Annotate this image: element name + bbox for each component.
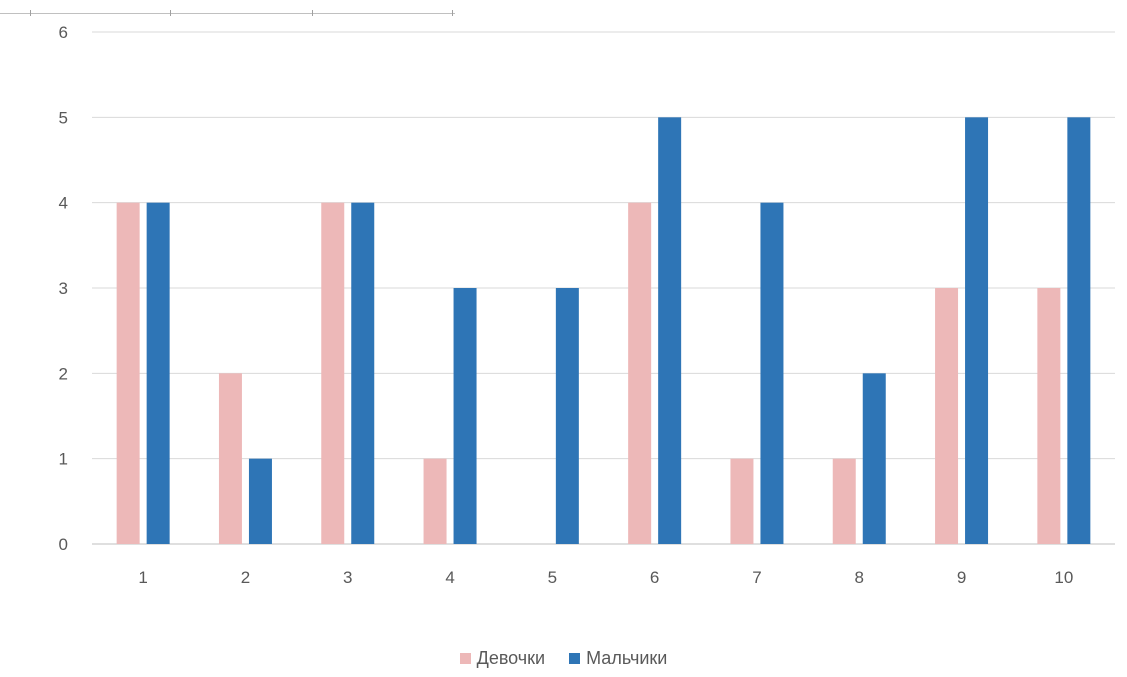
y-tick-label: 2 — [59, 364, 68, 383]
x-tick-label: 4 — [445, 568, 454, 587]
bar-boys-6 — [658, 117, 682, 544]
bar-girls-4 — [423, 458, 447, 544]
legend-label-boys: Мальчики — [586, 648, 668, 668]
x-tick-label: 3 — [343, 568, 352, 587]
bar-boys-7 — [760, 202, 784, 544]
x-tick-label: 8 — [855, 568, 864, 587]
legend: Девочки Мальчики — [0, 648, 1127, 669]
bar-girls-2 — [218, 373, 242, 544]
legend-item-boys: Мальчики — [569, 648, 667, 669]
x-axis-tick-labels: 1 2 3 4 5 6 7 8 9 10 — [138, 568, 1073, 587]
bar-girls-1 — [116, 202, 140, 544]
crop-artifact-tick — [30, 10, 31, 16]
crop-artifact-tick — [452, 10, 453, 16]
bar-boys-3 — [351, 202, 375, 544]
crop-artifact-tick — [312, 10, 313, 16]
legend-item-girls: Девочки — [459, 648, 546, 669]
x-tick-label: 1 — [138, 568, 147, 587]
y-tick-label: 1 — [59, 450, 68, 469]
y-axis-tick-labels: 0 1 2 3 4 5 6 — [59, 23, 68, 554]
y-tick-label: 3 — [59, 279, 68, 298]
x-tick-label: 7 — [752, 568, 761, 587]
gridlines — [92, 31, 1115, 545]
legend-swatch-boys — [569, 653, 581, 664]
x-tick-label: 2 — [241, 568, 250, 587]
bar-boys-8 — [862, 373, 886, 544]
bar-chart: 0 1 2 3 4 5 6 1 2 3 4 5 6 7 8 9 10 — [59, 23, 1115, 587]
crop-artifact-line — [0, 13, 455, 14]
bar-boys-1 — [146, 202, 170, 544]
legend-label-girls: Девочки — [476, 648, 546, 668]
bars — [116, 117, 1091, 544]
bar-girls-6 — [628, 202, 652, 544]
bar-boys-10 — [1067, 117, 1091, 544]
x-tick-label: 9 — [957, 568, 966, 587]
bar-boys-9 — [965, 117, 989, 544]
y-tick-label: 4 — [59, 194, 68, 213]
x-tick-label: 10 — [1054, 568, 1073, 587]
bar-girls-3 — [321, 202, 345, 544]
bar-boys-5 — [555, 288, 579, 544]
x-tick-label: 6 — [650, 568, 659, 587]
y-tick-label: 0 — [59, 535, 68, 554]
x-tick-label: 5 — [548, 568, 557, 587]
bar-boys-2 — [248, 458, 272, 544]
bar-girls-10 — [1037, 288, 1061, 544]
y-tick-label: 6 — [59, 23, 68, 42]
crop-artifact-tick — [170, 10, 171, 16]
legend-swatch-girls — [459, 653, 471, 664]
bar-girls-9 — [935, 288, 959, 544]
bar-girls-8 — [832, 458, 856, 544]
bar-girls-7 — [730, 458, 754, 544]
bar-boys-4 — [453, 288, 477, 544]
y-tick-label: 5 — [59, 108, 68, 127]
